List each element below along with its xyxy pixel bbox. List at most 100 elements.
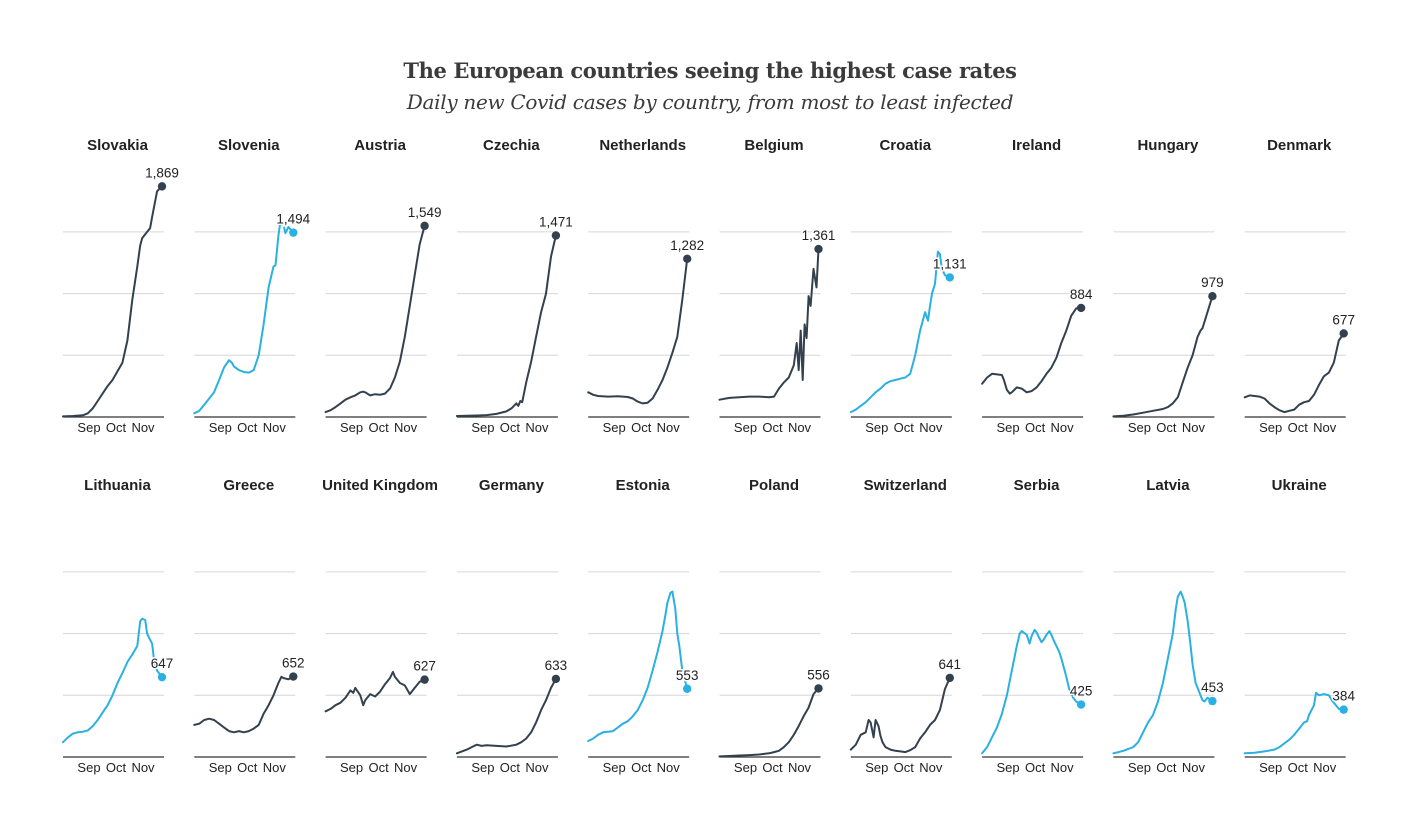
x-tick-label-oct: Oct: [106, 420, 127, 435]
x-tick-label-sep: Sep: [1259, 760, 1282, 775]
series-line-lithuania: [62, 617, 163, 744]
last-value-label-latvia: 453: [1201, 680, 1224, 695]
panel-austria: Austria Sep Oct Nov 1,549: [324, 137, 443, 435]
x-tick-label-nov: Nov: [657, 420, 681, 435]
x-tick-label-oct: Oct: [1025, 760, 1046, 775]
last-value-label-denmark: 677: [1332, 312, 1355, 327]
x-tick-label-sep: Sep: [997, 420, 1020, 435]
last-value-label-serbia: 425: [1070, 684, 1093, 699]
panel-netherlands: Netherlands Sep Oct Nov 1,282: [587, 137, 706, 435]
country-name-czechia: Czechia: [483, 137, 540, 154]
series-line-estonia: [587, 590, 689, 742]
panel-greece: Greece Sep Oct Nov 652: [193, 477, 306, 775]
x-tick-label-nov: Nov: [657, 760, 681, 775]
country-name-estonia: Estonia: [616, 477, 671, 494]
x-tick-label-oct: Oct: [631, 760, 652, 775]
last-value-label-ukraine: 384: [1332, 689, 1355, 704]
series-line-hungary: [1112, 295, 1214, 418]
x-tick-label-sep: Sep: [209, 420, 232, 435]
country-name-slovakia: Slovakia: [87, 137, 149, 154]
last-value-point-poland: [814, 684, 823, 693]
last-value-point-united-kingdom: [420, 675, 429, 684]
panel-slovakia: Slovakia Sep Oct Nov 1,869: [62, 137, 180, 435]
x-tick-label-nov: Nov: [525, 420, 549, 435]
x-tick-label-sep: Sep: [1128, 760, 1151, 775]
series-line-slovakia: [62, 185, 163, 418]
x-tick-label-oct: Oct: [1156, 760, 1177, 775]
last-value-label-lithuania: 647: [151, 656, 174, 671]
last-value-label-greece: 652: [282, 656, 305, 671]
country-name-slovenia: Slovenia: [218, 137, 280, 154]
country-name-belgium: Belgium: [744, 137, 803, 154]
last-value-label-united-kingdom: 627: [413, 659, 436, 674]
panel-switzerland: Switzerland Sep Oct Nov 641: [849, 477, 963, 775]
x-tick-label-sep: Sep: [865, 420, 888, 435]
x-tick-label-sep: Sep: [1259, 420, 1282, 435]
series-line-belgium: [718, 248, 820, 401]
series-line-greece: [193, 675, 295, 734]
panel-belgium: Belgium Sep Oct Nov 1,361: [718, 137, 837, 435]
x-tick-label-nov: Nov: [263, 420, 287, 435]
last-value-point-netherlands: [683, 254, 692, 264]
series-line-serbia: [981, 628, 1083, 755]
x-tick-label-oct: Oct: [1288, 420, 1309, 435]
x-tick-label-oct: Oct: [631, 420, 652, 435]
country-name-lithuania: Lithuania: [84, 477, 151, 494]
x-tick-label-oct: Oct: [368, 760, 389, 775]
last-value-point-estonia: [683, 684, 692, 693]
x-tick-label-sep: Sep: [1128, 420, 1151, 435]
last-value-label-germany: 633: [545, 658, 568, 673]
chart-subtitle: Daily new Covid cases by country, from m…: [406, 90, 1014, 114]
series-line-czechia: [455, 234, 557, 417]
last-value-point-hungary: [1208, 291, 1217, 301]
x-tick-label-nov: Nov: [525, 760, 549, 775]
panel-poland: Poland Sep Oct Nov 556: [718, 477, 831, 775]
panel-latvia: Latvia Sep Oct Nov 453: [1112, 477, 1225, 775]
x-tick-label-oct: Oct: [500, 420, 521, 435]
x-tick-label-sep: Sep: [734, 760, 757, 775]
x-tick-label-oct: Oct: [1156, 420, 1177, 435]
x-tick-label-oct: Oct: [894, 420, 915, 435]
x-tick-label-nov: Nov: [1313, 760, 1337, 775]
x-tick-label-oct: Oct: [894, 760, 915, 775]
country-name-ireland: Ireland: [1012, 137, 1061, 154]
series-line-ireland: [981, 306, 1083, 395]
last-value-label-slovenia: 1,494: [276, 212, 310, 227]
panel-germany: Germany Sep Oct Nov 633: [455, 477, 569, 775]
last-value-point-ukraine: [1339, 705, 1348, 714]
country-name-denmark: Denmark: [1267, 137, 1332, 154]
country-name-austria: Austria: [354, 137, 406, 154]
panel-ukraine: Ukraine Sep Oct Nov 384: [1243, 477, 1357, 775]
x-tick-label-nov: Nov: [1182, 760, 1206, 775]
country-name-hungary: Hungary: [1137, 137, 1199, 154]
panel-ireland: Ireland Sep Oct Nov 884: [981, 137, 1094, 435]
panel-czechia: Czechia Sep Oct Nov 1,471: [455, 137, 574, 435]
x-tick-label-oct: Oct: [762, 760, 783, 775]
last-value-point-slovakia: [157, 182, 167, 191]
last-value-label-slovakia: 1,869: [145, 165, 179, 180]
x-tick-label-sep: Sep: [471, 420, 494, 435]
country-name-croatia: Croatia: [879, 137, 931, 154]
last-value-label-croatia: 1,131: [933, 256, 967, 271]
series-line-poland: [718, 687, 820, 758]
series-line-netherlands: [587, 257, 689, 405]
series-line-croatia: [849, 250, 951, 414]
last-value-label-estonia: 553: [676, 668, 699, 683]
x-tick-label-sep: Sep: [340, 760, 363, 775]
x-tick-label-oct: Oct: [762, 420, 783, 435]
last-value-point-lithuania: [157, 672, 167, 682]
x-tick-label-nov: Nov: [131, 420, 155, 435]
panel-estonia: Estonia Sep Oct Nov 553: [587, 477, 700, 775]
series-line-latvia: [1112, 590, 1214, 755]
last-value-point-greece: [289, 672, 298, 681]
series-line-united-kingdom: [324, 670, 426, 713]
country-name-ukraine: Ukraine: [1272, 477, 1327, 494]
x-tick-label-sep: Sep: [340, 420, 363, 435]
last-value-label-switzerland: 641: [939, 657, 962, 672]
x-tick-label-nov: Nov: [919, 760, 943, 775]
last-value-point-latvia: [1208, 696, 1217, 706]
x-tick-label-sep: Sep: [603, 420, 626, 435]
x-tick-label-nov: Nov: [1182, 420, 1206, 435]
x-tick-label-sep: Sep: [77, 760, 100, 775]
x-tick-label-oct: Oct: [1025, 420, 1046, 435]
